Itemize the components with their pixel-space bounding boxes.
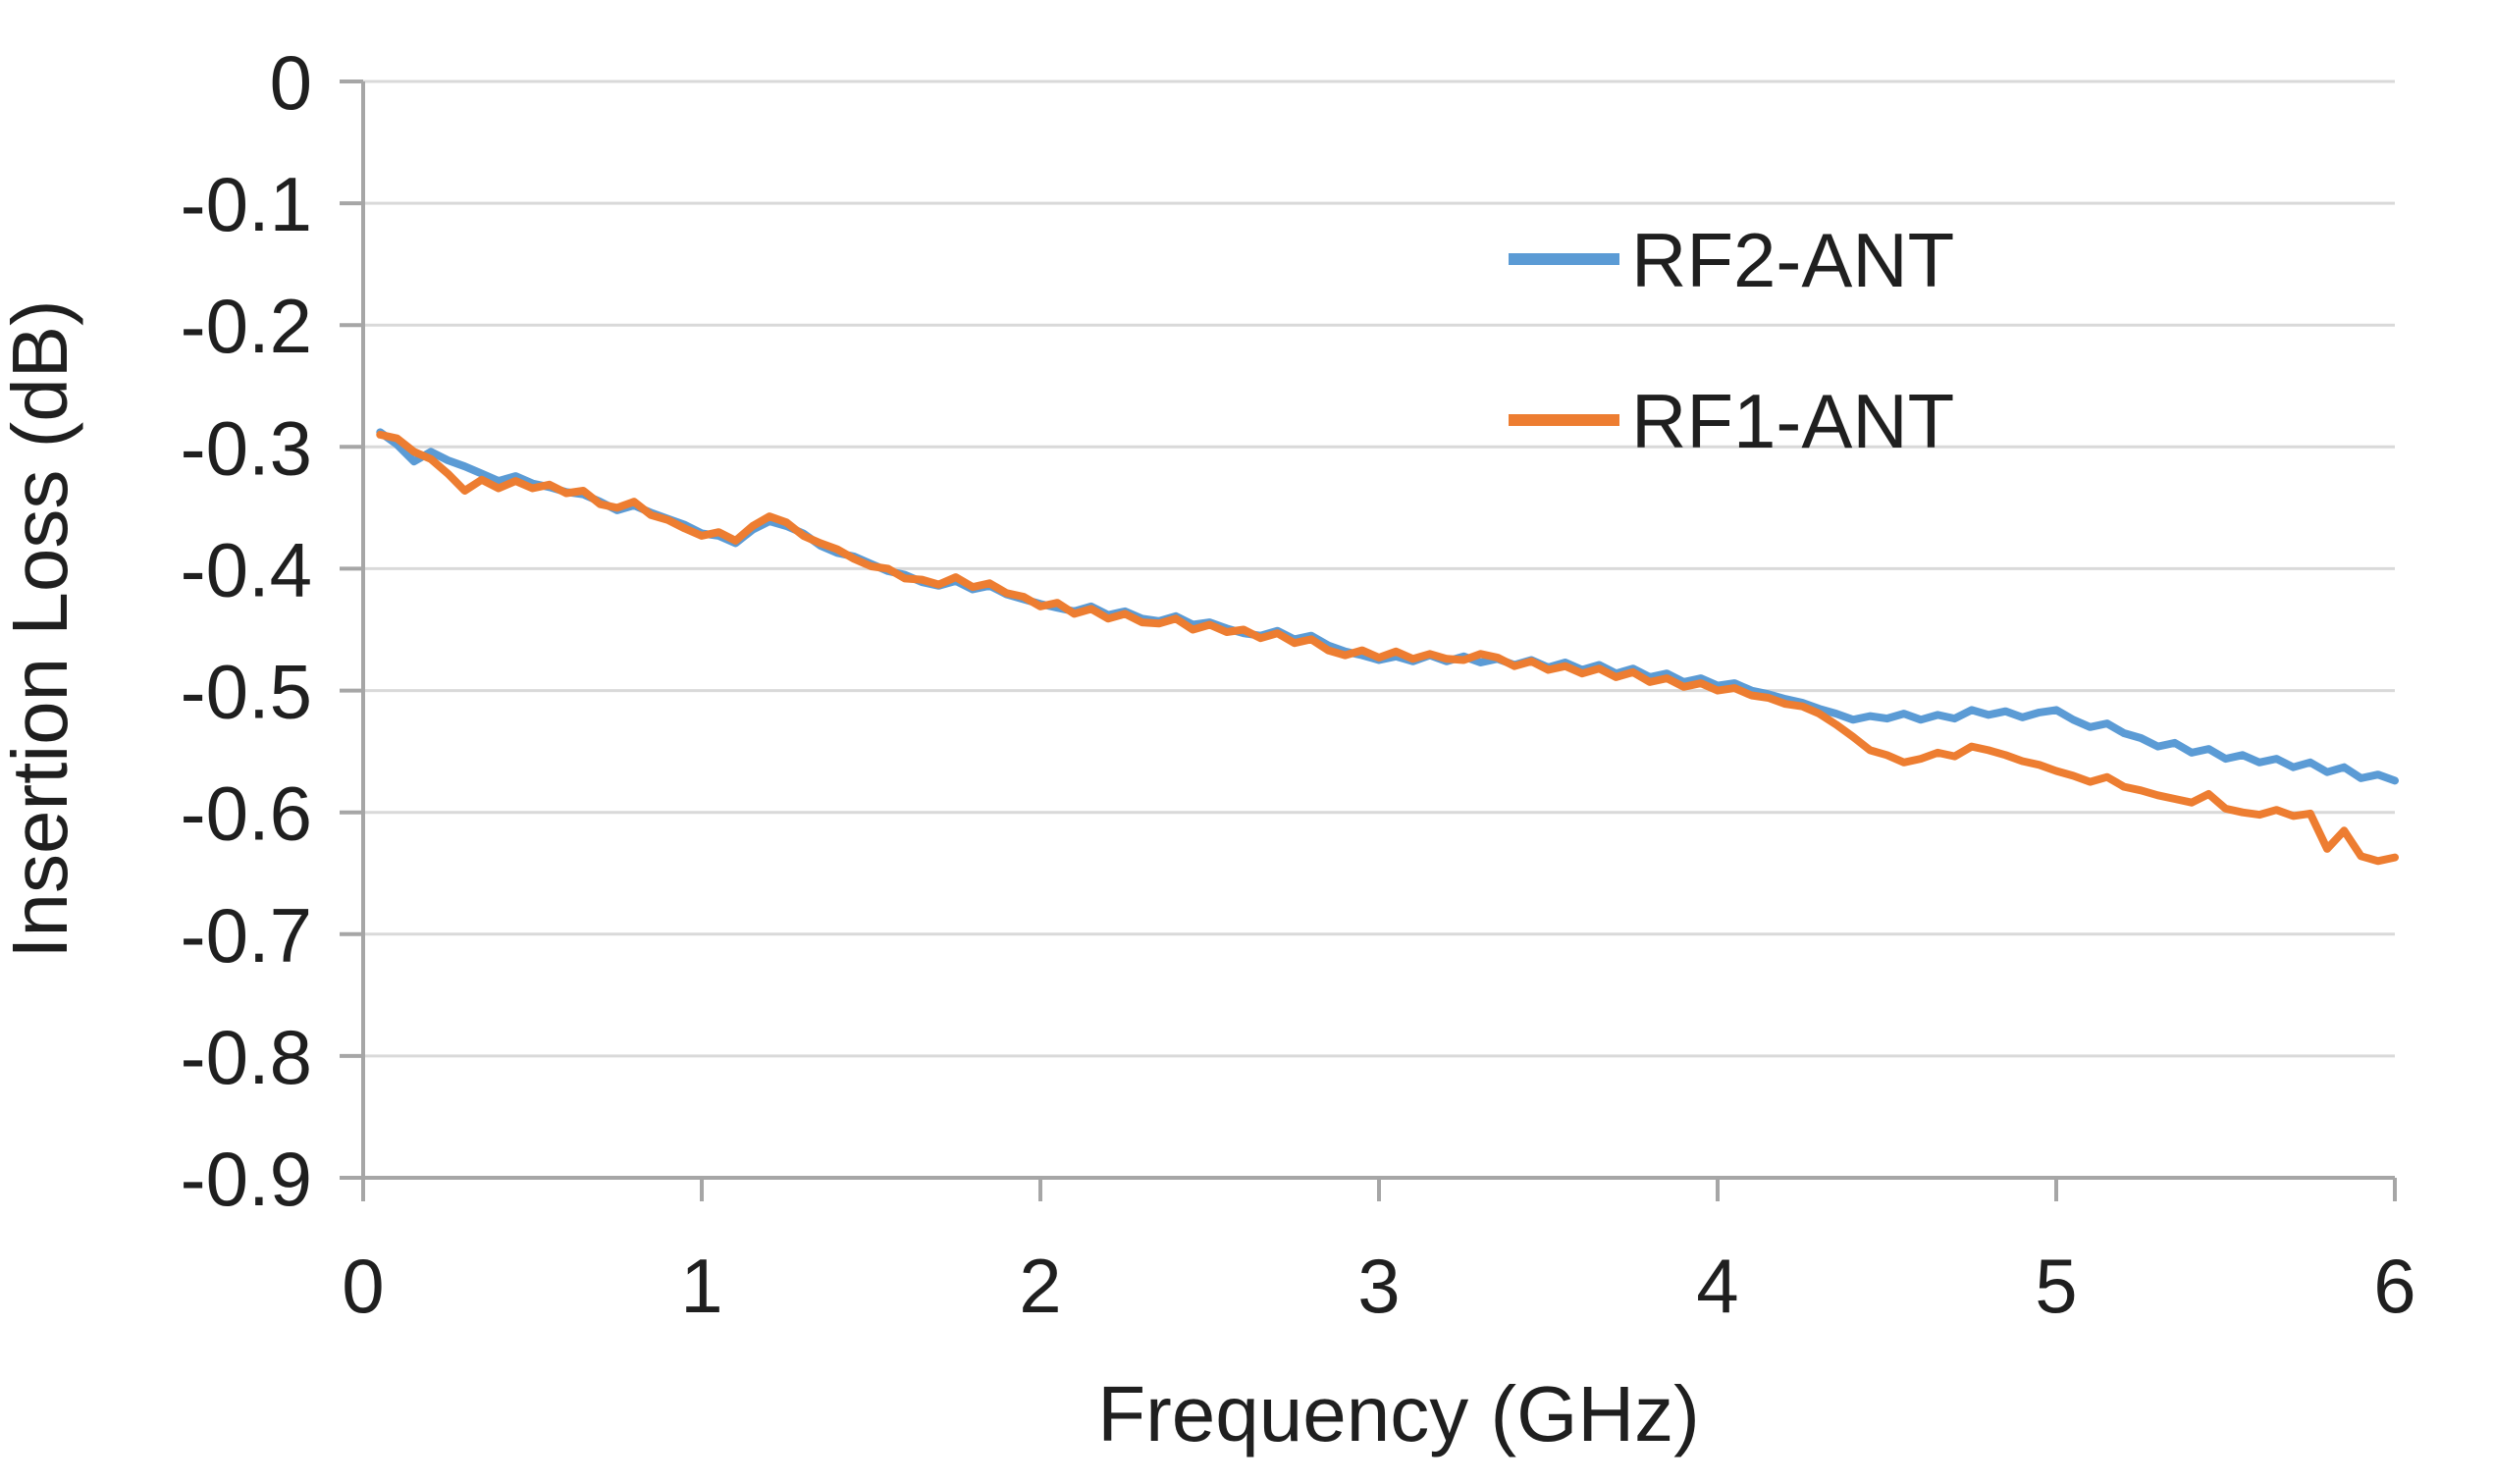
y-tick-label: -0.5	[181, 649, 312, 735]
y-tick-label: -0.4	[181, 526, 312, 612]
series-line-rf2-ant	[376, 428, 2399, 785]
x-tick-label: 6	[2373, 1243, 2415, 1329]
y-tick-label: -0.8	[181, 1014, 312, 1100]
y-tick-label: -0.3	[181, 404, 312, 491]
x-tick-label: 5	[2035, 1243, 2077, 1329]
x-tick-labels: 0 1 2 3 4 5 6	[342, 1243, 2415, 1329]
y-axis-title: Insertion Loss (dB)	[0, 299, 83, 958]
y-tick-label: -0.7	[181, 892, 312, 979]
x-tick-label: 4	[1696, 1243, 1738, 1329]
legend-label-rf2-ant: RF2-ANT	[1631, 217, 1954, 303]
x-axis-title: Frequency (GHz)	[1097, 1370, 1699, 1458]
y-tick-label: -0.9	[181, 1136, 312, 1222]
y-tick-label: 0	[270, 39, 312, 126]
axis-lines	[340, 80, 2397, 1201]
gridlines	[363, 80, 2395, 1180]
y-tick-label: -0.6	[181, 770, 312, 857]
legend: RF2-ANT RF1-ANT	[1509, 217, 1954, 464]
series-line-rf1-ant	[376, 430, 2399, 866]
y-tick-label: -0.2	[181, 283, 312, 369]
x-tick-label: 1	[680, 1243, 722, 1329]
x-tick-label: 0	[342, 1243, 384, 1329]
y-tick-labels: 0 -0.1 -0.2 -0.3 -0.4 -0.5 -0.6 -0.7 -0.8 -0.9	[181, 39, 312, 1222]
legend-label-rf1-ant: RF1-ANT	[1631, 378, 1954, 464]
y-tick-label: -0.1	[181, 161, 312, 247]
x-tick-label: 2	[1019, 1243, 1061, 1329]
series-lines	[376, 428, 2399, 866]
x-tick-label: 3	[1357, 1243, 1400, 1329]
